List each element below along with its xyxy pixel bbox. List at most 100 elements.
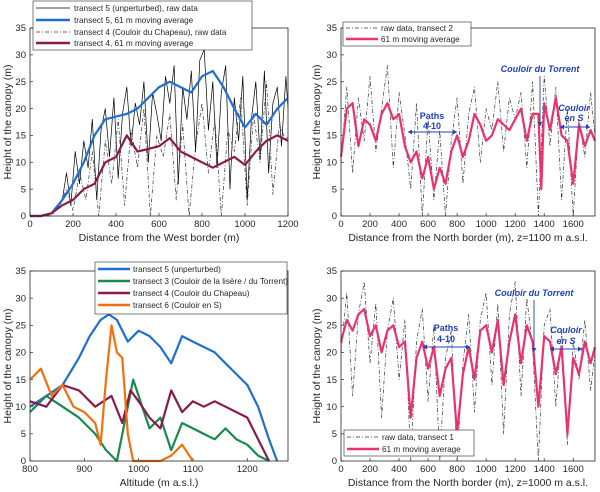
x-tick-label-tr-600: 600	[420, 219, 436, 230]
x-tick-label-tr-1400: 1400	[534, 219, 555, 230]
legend-top-right: raw data, transect 2 61 m moving average	[342, 21, 472, 47]
y-tick-label-bl-15: 15	[15, 375, 26, 386]
legend-label-t6: transect 6 (Couloir en S)	[133, 301, 222, 310]
legend-bottom-right: raw data, transect 1 61 m moving average	[343, 429, 475, 457]
legend-label-ma1: 61 m moving average	[382, 445, 461, 454]
y-tick-label-bl-5: 5	[21, 429, 26, 440]
x-tick-label-br-1000: 1000	[476, 464, 497, 475]
y-tick-label-br-10: 10	[326, 402, 337, 413]
y-tick-label-tl-25: 25	[15, 77, 26, 88]
legend-label-t4: transect 4 (Couloir du Chapeau)	[133, 289, 250, 298]
y-tick-label-br-35: 35	[326, 266, 337, 277]
y-tick-label-bl-35: 35	[15, 266, 26, 277]
annotation-couloir-top-right: Couloir	[558, 103, 590, 113]
annotation-paths-range-top-right: 4-10	[423, 121, 441, 131]
legend-box-top-right	[342, 21, 472, 47]
x-tick-label-tl-0: 0	[27, 219, 32, 230]
y-axis-label-top-right: Height of the canopy (m)	[311, 65, 323, 180]
x-tick-label-tl-1200: 1200	[277, 219, 298, 230]
annotation-en-s-top-right: en S	[564, 113, 583, 123]
x-tick-label-tr-1000: 1000	[476, 219, 497, 230]
x-tick-label-bl-1000: 1000	[128, 464, 149, 475]
y-tick-label-tl-0: 0	[21, 211, 26, 222]
x-tick-label-tl-200: 200	[65, 219, 81, 230]
annotation-torrent-arrowhead-top-right	[537, 122, 543, 126]
x-tick-label-tl-1000: 1000	[234, 219, 255, 230]
annotation-torrent-top-right: Couloir du Torrent	[501, 64, 581, 74]
chart-top-left: 0 200 400 600 800 1000 1200 0 5 10 15 20 25 30 35 Dist…	[2, 0, 299, 244]
x-axis-label-top-right: Distance from the North border (m), z=11…	[348, 232, 587, 244]
y-tick-label-tr-0: 0	[332, 211, 337, 222]
x-tick-label-bl-900: 900	[76, 464, 92, 475]
axes-frame-bottom-right	[340, 270, 596, 462]
y-tick-label-bl-20: 20	[15, 348, 26, 359]
y-tick-label-br-30: 30	[326, 293, 337, 304]
series-top-left	[30, 49, 289, 218]
x-tick-label-tr-0: 0	[338, 219, 343, 230]
chart-bottom-left: 800 900 1000 1100 1200 0 5 10 15 20 25 30 35 Altitud…	[2, 261, 289, 489]
y-tick-label-bl-0: 0	[21, 456, 26, 467]
annotation-paths-range-bottom-right: 4-10	[437, 334, 455, 344]
x-tick-label-bl-800: 800	[22, 464, 38, 475]
ticks-bottom-left: 800 900 1000 1100 1200 0 5 10 15 20 25 30 35	[15, 266, 257, 475]
ticks-bottom-right: 0 200 400 600 800 1000 1200 1400 1600 0 5 10 15 20 25 3…	[326, 266, 583, 475]
x-tick-label-br-1600: 1600	[563, 464, 584, 475]
x-tick-label-tl-800: 800	[194, 219, 210, 230]
chart-bottom-right: 0 200 400 600 800 1000 1200 1400 1600 0 5 10 15 20 25 3…	[311, 266, 597, 489]
x-tick-label-br-1200: 1200	[505, 464, 526, 475]
x-tick-label-br-600: 600	[420, 464, 436, 475]
y-tick-label-br-20: 20	[326, 348, 337, 359]
x-tick-label-br-200: 200	[362, 464, 378, 475]
annotation-en-s-arrowheads-bottom-right	[550, 346, 582, 352]
annotations-top-right: Paths 4-10 Couloir du Torrent Couloir en…	[408, 64, 590, 135]
series-line-tl-raw5	[30, 49, 289, 217]
legend-box-bottom-right	[343, 429, 475, 457]
x-tick-label-tl-400: 400	[108, 219, 124, 230]
y-tick-label-bl-10: 10	[15, 402, 26, 413]
y-tick-label-br-25: 25	[326, 320, 337, 331]
legend-label-raw2: raw data, transect 2	[381, 24, 453, 33]
x-tick-label-bl-1200: 1200	[237, 464, 258, 475]
legend-label-t3: transect 3 (Couloir de la lisère / du To…	[133, 277, 288, 286]
annotation-paths-bottom-right: Paths	[434, 323, 459, 333]
x-axis-label-bottom-right: Distance from the North border (m), z=10…	[348, 477, 588, 489]
chart-top-right: 0 200 400 600 800 1000 1200 1400 1600 0 5 10 15 20 25 3…	[311, 21, 597, 244]
legend-label-t5: transect 5 (unperturbed)	[133, 265, 221, 274]
annotation-torrent-arrowhead-bottom-right	[531, 348, 537, 352]
legend-top-left: transect 5 (unperturbed), raw data trans…	[32, 0, 253, 51]
y-tick-label-tl-35: 35	[15, 23, 26, 34]
x-tick-label-br-1400: 1400	[534, 464, 555, 475]
y-tick-label-br-0: 0	[332, 456, 337, 467]
legend-label-ma4: transect 4, 61 m moving average	[74, 39, 194, 48]
annotation-paths-top-right: Paths	[420, 111, 445, 121]
series-line-br-raw1	[340, 281, 596, 462]
y-tick-label-tl-30: 30	[15, 50, 26, 61]
x-tick-label-tr-400: 400	[391, 219, 407, 230]
x-tick-label-br-800: 800	[449, 464, 465, 475]
x-tick-label-tr-800: 800	[449, 219, 465, 230]
y-axis-label-top-left: Height of the canopy (m)	[2, 65, 14, 180]
y-axis-label-bottom-left: Height of the canopy (m)	[2, 309, 14, 424]
ticks-top-left: 0 200 400 600 800 1000 1200 0 5 10 15 20 25 30 35	[15, 23, 298, 230]
legend-bottom-left: transect 5 (unperturbed) transect 3 (Cou…	[94, 261, 288, 315]
y-axis-label-bottom-right: Height of the canopy (m)	[311, 309, 323, 424]
y-tick-label-tr-5: 5	[332, 184, 337, 195]
y-tick-label-tr-30: 30	[326, 50, 337, 61]
legend-label-raw4: transect 4 (Couloir du Chapeau), raw dat…	[74, 28, 227, 37]
x-axis-label-bottom-left: Altitude (m a.s.l.)	[120, 477, 199, 489]
x-tick-label-br-400: 400	[391, 464, 407, 475]
series-line-tr-raw2	[340, 65, 596, 217]
x-tick-label-br-0: 0	[338, 464, 343, 475]
x-tick-label-tr-1200: 1200	[505, 219, 526, 230]
y-tick-label-tr-10: 10	[326, 157, 337, 168]
y-tick-label-tr-15: 15	[326, 131, 337, 142]
annotation-torrent-bottom-right: Couloir du Torrent	[495, 288, 575, 298]
y-tick-label-tr-35: 35	[326, 23, 337, 34]
ticks-top-right: 0 200 400 600 800 1000 1200 1400 1600 0 5 10 15 20 25 3…	[326, 23, 583, 230]
legend-label-raw1: raw data, transect 1	[382, 433, 454, 442]
series-line-tl-ma5	[30, 69, 289, 218]
legend-label-ma2: 61 m moving average	[381, 35, 460, 44]
annotation-couloir-bottom-right: Couloir	[550, 325, 582, 335]
y-tick-label-tr-20: 20	[326, 104, 337, 115]
